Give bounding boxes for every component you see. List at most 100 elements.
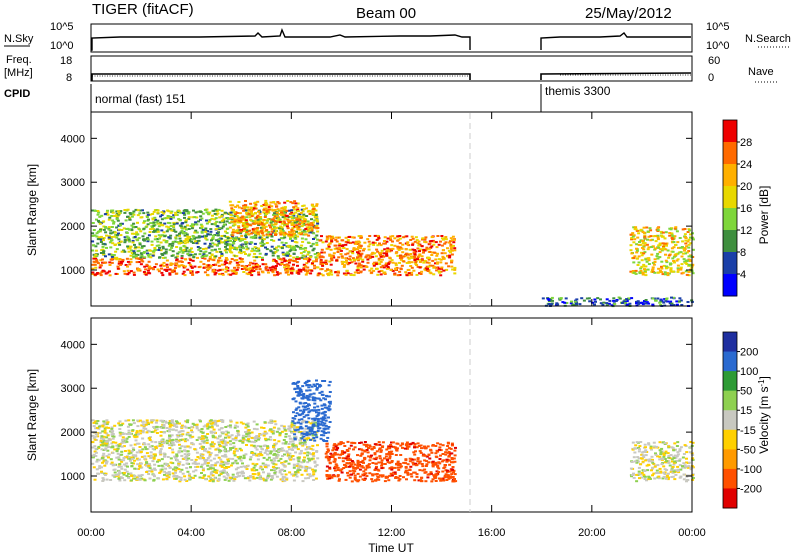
- heatmap-cell: [105, 246, 108, 249]
- heatmap-cell: [217, 443, 221, 446]
- heatmap-cell: [644, 299, 648, 301]
- heatmap-cell: [176, 435, 180, 438]
- heatmap-cell: [163, 222, 167, 225]
- heatmap-cell: [197, 239, 201, 242]
- heatmap-cell: [136, 239, 140, 242]
- heatmap-cell: [413, 445, 417, 448]
- heatmap-cell: [252, 453, 255, 456]
- heatmap-cell: [610, 304, 614, 307]
- heatmap-cell: [160, 267, 163, 270]
- heatmap-cell: [379, 255, 383, 258]
- heatmap-cell: [143, 455, 147, 458]
- heatmap-cell: [367, 248, 371, 251]
- heatmap-cell: [306, 451, 310, 454]
- heatmap-cell: [368, 243, 372, 246]
- heatmap-cell: [254, 446, 258, 449]
- heatmap-cell: [92, 466, 96, 469]
- heatmap-cell: [243, 238, 247, 241]
- heatmap-cell: [412, 458, 416, 461]
- heatmap-cell: [115, 236, 119, 239]
- heatmap-cell: [118, 431, 122, 434]
- heatmap-cell: [137, 477, 141, 480]
- heatmap-cell: [450, 253, 454, 256]
- heatmap-cell: [439, 274, 443, 277]
- heatmap-cell: [257, 233, 261, 236]
- heatmap-cell: [92, 421, 96, 424]
- heatmap-cell: [259, 445, 263, 448]
- heatmap-cell: [427, 247, 431, 250]
- heatmap-cell: [357, 255, 361, 258]
- heatmap-cell: [229, 217, 233, 219]
- heatmap-cell: [683, 247, 687, 250]
- heatmap-cell: [430, 251, 434, 254]
- heatmap-cell: [278, 448, 282, 451]
- heatmap-cell: [272, 201, 276, 203]
- heatmap-cell: [232, 452, 236, 455]
- heatmap-cell: [242, 439, 245, 441]
- heatmap-cell: [359, 264, 363, 267]
- heatmap-cell: [635, 257, 639, 260]
- heatmap-cell: [96, 435, 100, 438]
- heatmap-cell: [398, 235, 402, 237]
- heatmap-cell: [658, 244, 662, 247]
- heatmap-cell: [647, 257, 651, 260]
- heatmap-cell: [641, 273, 645, 276]
- heatmap-cell: [244, 233, 248, 236]
- heatmap-cell: [158, 444, 162, 447]
- heatmap-cell: [599, 298, 602, 301]
- heatmap-cell: [117, 477, 121, 480]
- heatmap-cell: [672, 304, 676, 306]
- heatmap-cell: [273, 247, 277, 250]
- heatmap-cell: [300, 208, 304, 211]
- cpid-label: CPID: [4, 88, 30, 100]
- heatmap-cell: [168, 434, 171, 437]
- heatmap-cell: [646, 248, 650, 251]
- heatmap-cell: [266, 218, 270, 221]
- heatmap-cell: [265, 242, 269, 244]
- heatmap-cell: [128, 459, 132, 462]
- heatmap-cell: [365, 254, 369, 257]
- heatmap-cell: [255, 250, 259, 253]
- heatmap-cell: [245, 231, 249, 234]
- heatmap-cell: [241, 260, 245, 263]
- heatmap-cell: [114, 250, 118, 253]
- heatmap-cell: [267, 231, 271, 233]
- heatmap-cell: [391, 240, 394, 243]
- heatmap-cell: [110, 215, 114, 217]
- heatmap-cell: [653, 248, 657, 251]
- heatmap-cell: [270, 224, 274, 227]
- heatmap-cell: [248, 271, 252, 274]
- heatmap-cell: [100, 470, 103, 473]
- heatmap-cell: [151, 213, 155, 215]
- heatmap-cell: [362, 265, 366, 268]
- heatmap-cell: [283, 223, 286, 226]
- heatmap-cell: [386, 237, 390, 240]
- heatmap-cell: [103, 429, 107, 432]
- heatmap-cell: [257, 222, 261, 225]
- heatmap-cell: [266, 445, 270, 448]
- heatmap-cell: [110, 210, 114, 213]
- heatmap-cell: [233, 220, 237, 223]
- heatmap-cell: [684, 236, 687, 239]
- heatmap-cell: [333, 467, 337, 470]
- heatmap-cell: [357, 252, 361, 255]
- heatmap-cell: [561, 301, 565, 304]
- heatmap-cell: [136, 425, 140, 428]
- heatmap-cell: [150, 240, 154, 243]
- heatmap-cell: [121, 258, 125, 261]
- heatmap-cell: [654, 240, 658, 243]
- heatmap-cell: [179, 248, 183, 251]
- heatmap-cell: [300, 466, 304, 469]
- heatmap-cell: [163, 268, 167, 271]
- heatmap-cell: [250, 215, 254, 218]
- heatmap-cell: [336, 466, 340, 469]
- heatmap-cell: [283, 469, 287, 472]
- heatmap-cell: [181, 227, 185, 230]
- heatmap-cell: [607, 302, 611, 305]
- heatmap-cell: [324, 269, 328, 272]
- heatmap-cell: [678, 297, 682, 300]
- heatmap-cell: [314, 256, 318, 259]
- heatmap-cell: [301, 205, 305, 207]
- heatmap-cell: [272, 465, 275, 468]
- heatmap-cell: [216, 212, 220, 215]
